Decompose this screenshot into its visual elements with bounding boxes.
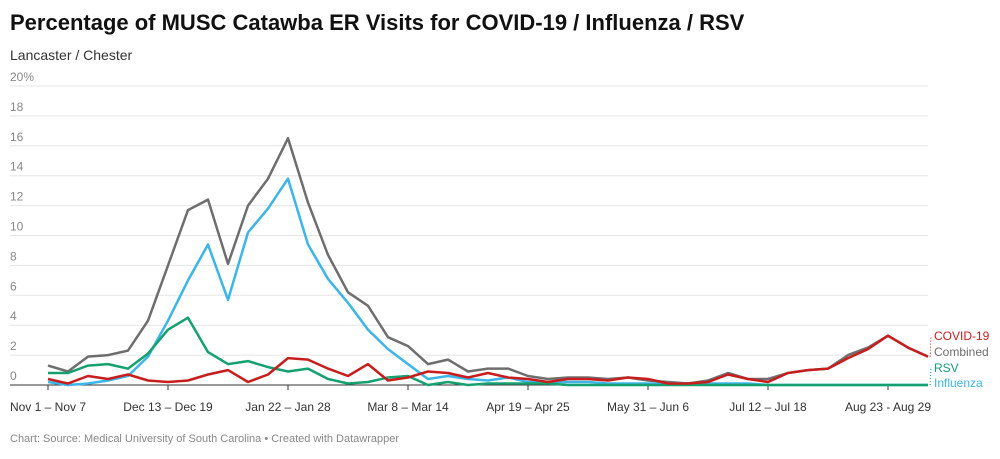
series-line (47, 137, 929, 385)
series-line (47, 177, 928, 387)
source-note: Chart: Source: Medical University of Sou… (10, 433, 399, 445)
legend-label: COVID-19 (934, 329, 990, 343)
legend-label: RSV (934, 361, 959, 375)
y-tick-label: 16 (10, 130, 24, 144)
x-tick-label: Mar 8 – Mar 14 (367, 400, 449, 414)
y-tick-label: 4 (10, 309, 17, 323)
label-leader (929, 367, 932, 386)
x-tick-label: Dec 13 – Dec 19 (123, 400, 213, 414)
y-tick-label: 8 (10, 249, 17, 263)
y-tick-label: 18 (10, 100, 24, 114)
y-tick-label: 20% (10, 70, 34, 84)
x-tick-label: Jul 12 – Jul 18 (729, 400, 807, 414)
y-tick-label: 6 (10, 279, 17, 293)
y-tick-label: 10 (10, 220, 24, 234)
series-line (48, 316, 928, 387)
y-tick-label: 2 (10, 339, 17, 353)
x-tick-label: Jan 22 – Jan 28 (245, 400, 331, 414)
x-tick-label: Nov 1 – Nov 7 (10, 400, 86, 414)
y-tick-label: 12 (10, 190, 24, 204)
legend-label: Combined (934, 345, 989, 359)
x-tick-label: Aug 23 - Aug 29 (845, 400, 931, 414)
y-tick-label: 0 (10, 369, 17, 383)
series-line (47, 334, 929, 385)
chart-subtitle: Lancaster / Chester (10, 47, 133, 63)
x-tick-label: Apr 19 – Apr 25 (486, 400, 570, 414)
x-tick-label: May 31 – Jun 6 (607, 400, 689, 414)
chart-title: Percentage of MUSC Catawba ER Visits for… (10, 10, 745, 35)
y-tick-label: 14 (10, 160, 24, 174)
legend-label: Influenza (934, 376, 983, 390)
label-leader (929, 335, 932, 357)
